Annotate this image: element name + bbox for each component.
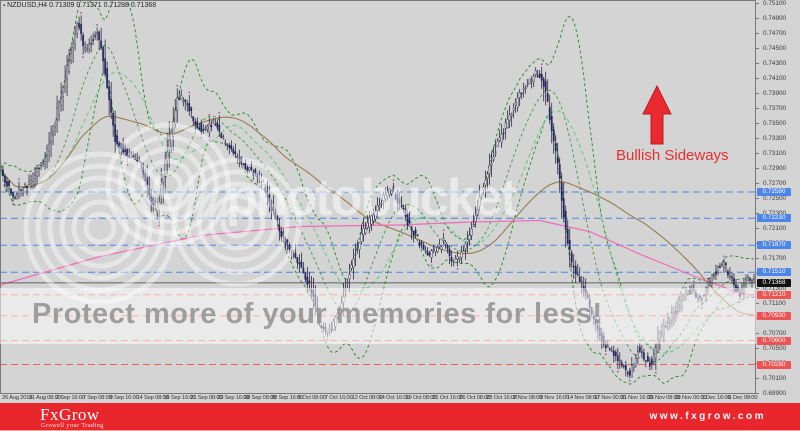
price-tick-label: 0.73500 (763, 119, 787, 127)
time-tick-label: 14 Nov 08:00 (566, 395, 599, 401)
price-tick-label: 0.74700 (763, 29, 787, 37)
time-tick-label: 23 Sep 16:00 (217, 395, 250, 401)
price-tick-label: 0.72700 (763, 179, 787, 187)
time-tick-label: 29 Nov 00:00 (674, 395, 707, 401)
price-tick-label: 0.71700 (763, 254, 787, 262)
price-tick (756, 377, 759, 379)
price-tick (756, 392, 759, 394)
up-arrow-icon (642, 84, 672, 145)
chart-title: ▪ NZDUSD,H4 0.71309 0.71371 0.71288 0.713… (3, 2, 156, 9)
time-tick-label: 25 Nov 08:00 (647, 395, 680, 401)
chart-marker-icon: ▪ (3, 3, 6, 9)
time-tick-label: 14 Sep 08:00 (136, 395, 169, 401)
time-tick-label: 17 Nov 00:00 (593, 395, 626, 401)
price-tick (756, 62, 759, 64)
price-tick-label: 0.70500 (763, 344, 787, 352)
price-tick (756, 302, 759, 304)
price-tick (756, 152, 759, 154)
price-tick-label: 0.70100 (763, 374, 787, 382)
time-tick-label: 14 Oct 16:00 (378, 395, 410, 401)
price-tick (756, 32, 759, 34)
price-tick (756, 287, 759, 289)
resistance-price-label: 0.72230 (757, 214, 791, 223)
price-tick-label: 0.72900 (763, 164, 787, 172)
price-tick-label: 0.73700 (763, 104, 787, 112)
price-tick (756, 107, 759, 109)
annotation-label: Bullish Sideways (616, 147, 729, 164)
time-tick-label: 2 Sep 16:00 (55, 395, 85, 401)
resistance-price-label: 0.71870 (757, 241, 791, 250)
resistance-price-label: 0.72580 (757, 188, 791, 196)
price-tick-label: 0.74500 (763, 44, 787, 52)
price-tick-label: 0.72500 (763, 194, 787, 202)
price-tick-label: 0.74100 (763, 74, 787, 82)
time-tick-label: 5 Oct 08:00 (297, 395, 326, 401)
price-tick (756, 212, 759, 214)
price-tick-label: 0.72300 (763, 209, 787, 217)
price-tick-label: 0.74300 (763, 59, 787, 67)
time-tick-label: 7 Sep 08:00 (82, 395, 112, 401)
chart-title-text: NZDUSD,H4 0.71309 0.71371 0.71288 0.7136… (7, 2, 157, 9)
time-tick-label: 31 Aug 08:00 (28, 395, 61, 401)
price-tick (756, 197, 759, 199)
price-chart-area[interactable] (0, 0, 756, 394)
current-price-label: 0.71368 (757, 278, 791, 287)
support-price-label: 0.71210 (757, 290, 791, 299)
time-tick-label: 28 Oct 16:00 (486, 395, 517, 401)
candlestick-chart[interactable] (0, 0, 756, 394)
time-tick-label: 12 Oct 08:00 (351, 395, 383, 401)
price-tick-label: 0.72100 (763, 224, 787, 232)
time-tick-label: 26 Aug 2016 (2, 395, 33, 401)
price-tick (756, 167, 759, 169)
price-tick (756, 47, 759, 49)
price-tick-label: 0.71300 (763, 284, 787, 292)
time-tick-label: 1 Dec 16:00 (701, 395, 731, 401)
time-tick-label: 19 Oct 08:00 (405, 395, 437, 401)
time-tick-label: 9 Sep 16:00 (109, 395, 139, 401)
time-tick-label: 21 Nov 16:00 (620, 395, 653, 401)
time-tick-label: 21 Oct 16:00 (432, 395, 464, 401)
support-price-label: 0.70280 (757, 360, 791, 369)
price-tick-label: 0.75100 (763, 0, 787, 7)
time-tick-label: 6 Dec 08:00 (728, 395, 758, 401)
price-tick-label: 0.69900 (763, 389, 787, 397)
price-tick-label: 0.73300 (763, 134, 787, 142)
brand-url: www.fxgrow.com (649, 411, 766, 422)
price-tick-label: 0.74900 (763, 14, 787, 22)
time-tick-label: 16 Sep 16:00 (163, 395, 196, 401)
price-tick (756, 17, 759, 19)
time-tick-label: 2 Nov 08:00 (513, 395, 543, 401)
time-tick-label: 30 Sep 16:00 (271, 395, 304, 401)
price-tick (756, 347, 759, 349)
price-tick (756, 257, 759, 259)
price-tick (756, 332, 759, 334)
time-tick-label: 21 Sep 08:00 (190, 395, 223, 401)
resistance-price-label: 0.71510 (757, 268, 791, 277)
time-tick-label: 28 Sep 08:00 (244, 395, 277, 401)
time-tick-label: 26 Oct 08:00 (459, 395, 491, 401)
price-tick-label: 0.73900 (763, 89, 787, 97)
broker-banner: FxGrow Growell your Trading www.fxgrow.c… (0, 403, 800, 431)
time-tick-label: 7 Oct 16:00 (324, 395, 353, 401)
price-tick (756, 2, 759, 4)
support-price-label: 0.70600 (757, 336, 791, 345)
price-tick (756, 92, 759, 94)
price-tick (756, 122, 759, 124)
brand-logo: FxGrow (40, 405, 100, 424)
price-tick (756, 227, 759, 229)
price-tick (756, 137, 759, 139)
price-tick-label: 0.70700 (763, 329, 787, 337)
time-axis[interactable]: 26 Aug 2016 31 Aug 08:00 2 Sep 16:00 7 Sep … (0, 394, 758, 403)
price-tick (756, 182, 759, 184)
price-tick-label: 0.71100 (763, 299, 786, 307)
brand-tagline: Growell your Trading (41, 422, 104, 429)
price-tick (756, 77, 759, 79)
support-price-label: 0.70930 (757, 311, 791, 320)
time-tick-label: 9 Nov 16:00 (540, 395, 570, 401)
price-tick-label: 0.73100 (763, 149, 787, 157)
price-scale[interactable]: 0.75100 0.74900 0.74700 0.74500 0.74300 0.741… (756, 0, 800, 397)
